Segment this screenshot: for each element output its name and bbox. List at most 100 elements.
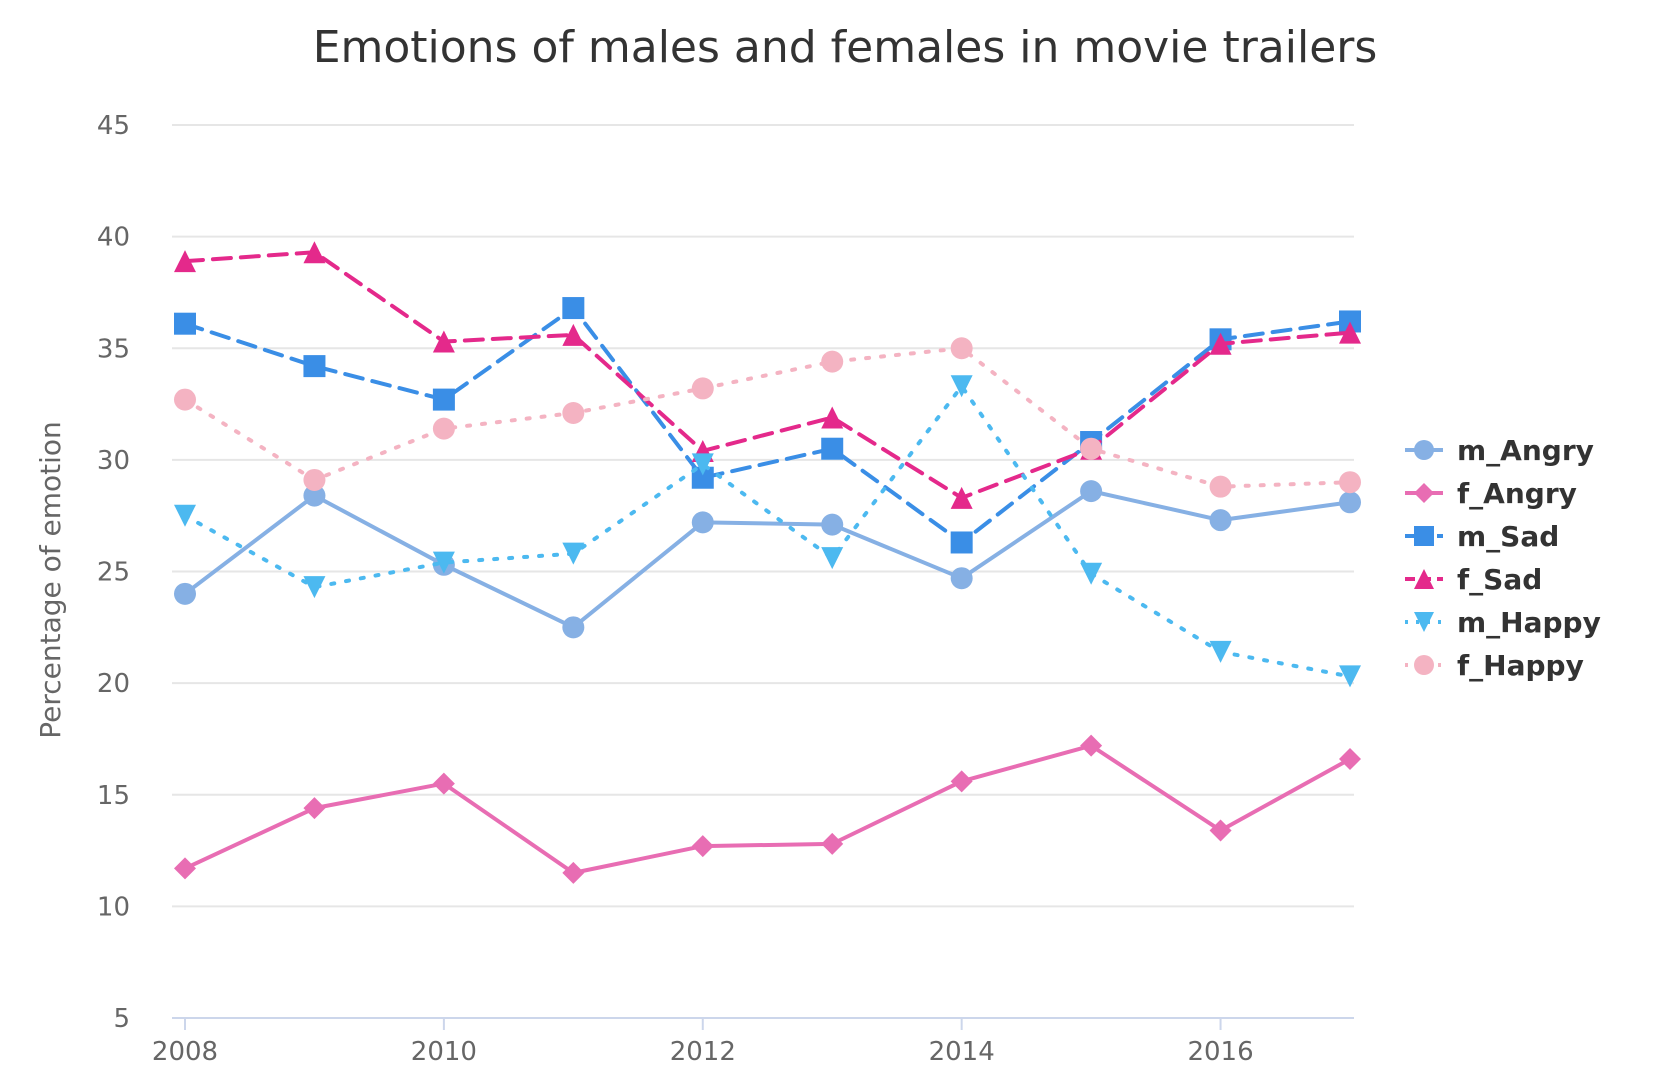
data-point-f-sad bbox=[1339, 321, 1361, 344]
data-point-f-happy bbox=[1209, 475, 1232, 498]
data-point-m-angry bbox=[1209, 509, 1232, 532]
x-tick-label: 2008 bbox=[152, 1037, 218, 1067]
legend-marker bbox=[1414, 569, 1434, 589]
y-tick-label: 45 bbox=[97, 111, 130, 141]
series-line-m-angry bbox=[183, 489, 1352, 630]
series-m-happy bbox=[174, 375, 1361, 688]
data-point-m-angry bbox=[821, 513, 844, 536]
data-point-f-angry bbox=[562, 861, 585, 884]
data-point-m-happy bbox=[303, 576, 326, 599]
data-point-m-angry bbox=[950, 567, 973, 590]
legend-item-f-angry[interactable]: f_Angry bbox=[1405, 477, 1577, 510]
legend-marker bbox=[1414, 440, 1434, 460]
legend-item-m-happy[interactable]: m_Happy bbox=[1405, 606, 1601, 639]
data-point-f-sad bbox=[1209, 332, 1232, 355]
series-line-m-happy bbox=[183, 384, 1352, 679]
legend-marker bbox=[1414, 483, 1434, 503]
series-line-f-happy bbox=[183, 346, 1352, 489]
data-point-f-happy bbox=[950, 337, 973, 360]
data-point-m-angry bbox=[303, 484, 326, 507]
series-line-f-sad bbox=[183, 250, 1352, 500]
data-point-f-angry bbox=[303, 797, 326, 820]
data-point-m-happy bbox=[432, 551, 455, 574]
data-point-f-angry bbox=[174, 857, 196, 880]
data-point-f-angry bbox=[950, 770, 973, 793]
data-point-m-sad bbox=[821, 437, 844, 460]
series-m-sad bbox=[174, 297, 1361, 554]
data-point-m-sad bbox=[303, 355, 326, 378]
data-point-m-happy bbox=[821, 547, 844, 570]
legend-item-m-angry[interactable]: m_Angry bbox=[1405, 434, 1594, 467]
legend-item-m-sad[interactable]: m_Sad bbox=[1405, 520, 1559, 553]
legend-label: m_Happy bbox=[1457, 606, 1601, 639]
x-tick-label: 2012 bbox=[670, 1037, 736, 1067]
data-point-f-happy bbox=[1339, 471, 1361, 494]
series-m-angry bbox=[174, 480, 1361, 639]
series-line-f-angry bbox=[183, 743, 1352, 875]
data-point-f-angry bbox=[691, 835, 714, 858]
data-point-f-happy bbox=[432, 417, 455, 440]
legend-item-f-sad[interactable]: f_Sad bbox=[1405, 563, 1542, 596]
y-tick-label: 35 bbox=[97, 334, 130, 364]
y-axis-ticks: 5 10 15 20 25 30 35 40 45 bbox=[97, 111, 130, 1034]
legend[interactable]: m_Angry f_Angry m_Sad f_Sad m_Happy f_Happy bbox=[1405, 434, 1601, 682]
legend-label: m_Sad bbox=[1457, 520, 1559, 553]
y-tick-label: 15 bbox=[97, 781, 130, 811]
data-point-m-angry bbox=[562, 616, 585, 639]
data-point-f-happy bbox=[821, 350, 844, 373]
y-tick-label: 40 bbox=[97, 223, 130, 253]
data-point-f-sad bbox=[174, 250, 196, 273]
data-point-f-sad bbox=[303, 241, 326, 264]
data-point-f-happy bbox=[562, 401, 585, 424]
data-point-m-sad bbox=[432, 388, 455, 411]
data-point-m-sad bbox=[950, 531, 973, 554]
data-point-m-sad bbox=[562, 297, 585, 320]
y-tick-label: 25 bbox=[97, 558, 130, 588]
legend-marker bbox=[1414, 655, 1434, 675]
data-point-f-happy bbox=[303, 468, 326, 491]
legend-marker bbox=[1414, 612, 1434, 632]
y-tick-label: 5 bbox=[113, 1004, 130, 1034]
data-point-f-sad bbox=[950, 486, 973, 509]
data-point-m-sad bbox=[691, 466, 714, 489]
data-point-f-angry bbox=[821, 832, 844, 855]
legend-item-f-happy[interactable]: f_Happy bbox=[1405, 649, 1584, 682]
legend-marker bbox=[1414, 526, 1434, 546]
data-point-f-angry bbox=[1080, 734, 1103, 757]
legend-label: f_Sad bbox=[1457, 563, 1542, 596]
y-tick-label: 30 bbox=[97, 446, 130, 476]
x-tick-label: 2016 bbox=[1187, 1037, 1253, 1067]
data-point-f-sad bbox=[432, 330, 455, 353]
y-tick-label: 20 bbox=[97, 669, 130, 699]
data-point-m-sad bbox=[174, 312, 196, 335]
data-point-m-sad bbox=[1339, 310, 1361, 333]
data-point-m-happy bbox=[1209, 640, 1232, 663]
series-line-m-sad bbox=[183, 306, 1352, 545]
data-point-f-sad bbox=[821, 406, 844, 429]
data-point-f-angry bbox=[1339, 748, 1361, 771]
chart-title: Emotions of males and females in movie t… bbox=[313, 22, 1378, 73]
series-layer bbox=[174, 241, 1361, 884]
data-point-m-happy bbox=[691, 453, 714, 476]
data-point-f-sad bbox=[562, 323, 585, 346]
data-point-f-happy bbox=[174, 388, 196, 411]
data-point-m-happy bbox=[1080, 562, 1103, 585]
data-point-m-happy bbox=[1339, 665, 1361, 688]
legend-label: f_Happy bbox=[1457, 649, 1584, 682]
grid-lines bbox=[172, 124, 1354, 1019]
data-point-m-angry bbox=[691, 511, 714, 534]
data-point-f-happy bbox=[691, 377, 714, 400]
series-f-angry bbox=[174, 734, 1361, 884]
data-point-m-angry bbox=[1080, 480, 1103, 503]
x-tick-label: 2014 bbox=[929, 1037, 995, 1067]
legend-label: m_Angry bbox=[1457, 434, 1594, 467]
x-tick-label: 2010 bbox=[411, 1037, 477, 1067]
data-point-m-angry bbox=[1339, 491, 1361, 514]
legend-label: f_Angry bbox=[1457, 477, 1577, 510]
y-axis-label: Percentage of emotion bbox=[34, 421, 67, 739]
data-point-m-happy bbox=[174, 504, 196, 527]
y-tick-label: 10 bbox=[97, 892, 130, 922]
data-point-f-angry bbox=[432, 772, 455, 795]
series-f-happy bbox=[174, 337, 1361, 498]
